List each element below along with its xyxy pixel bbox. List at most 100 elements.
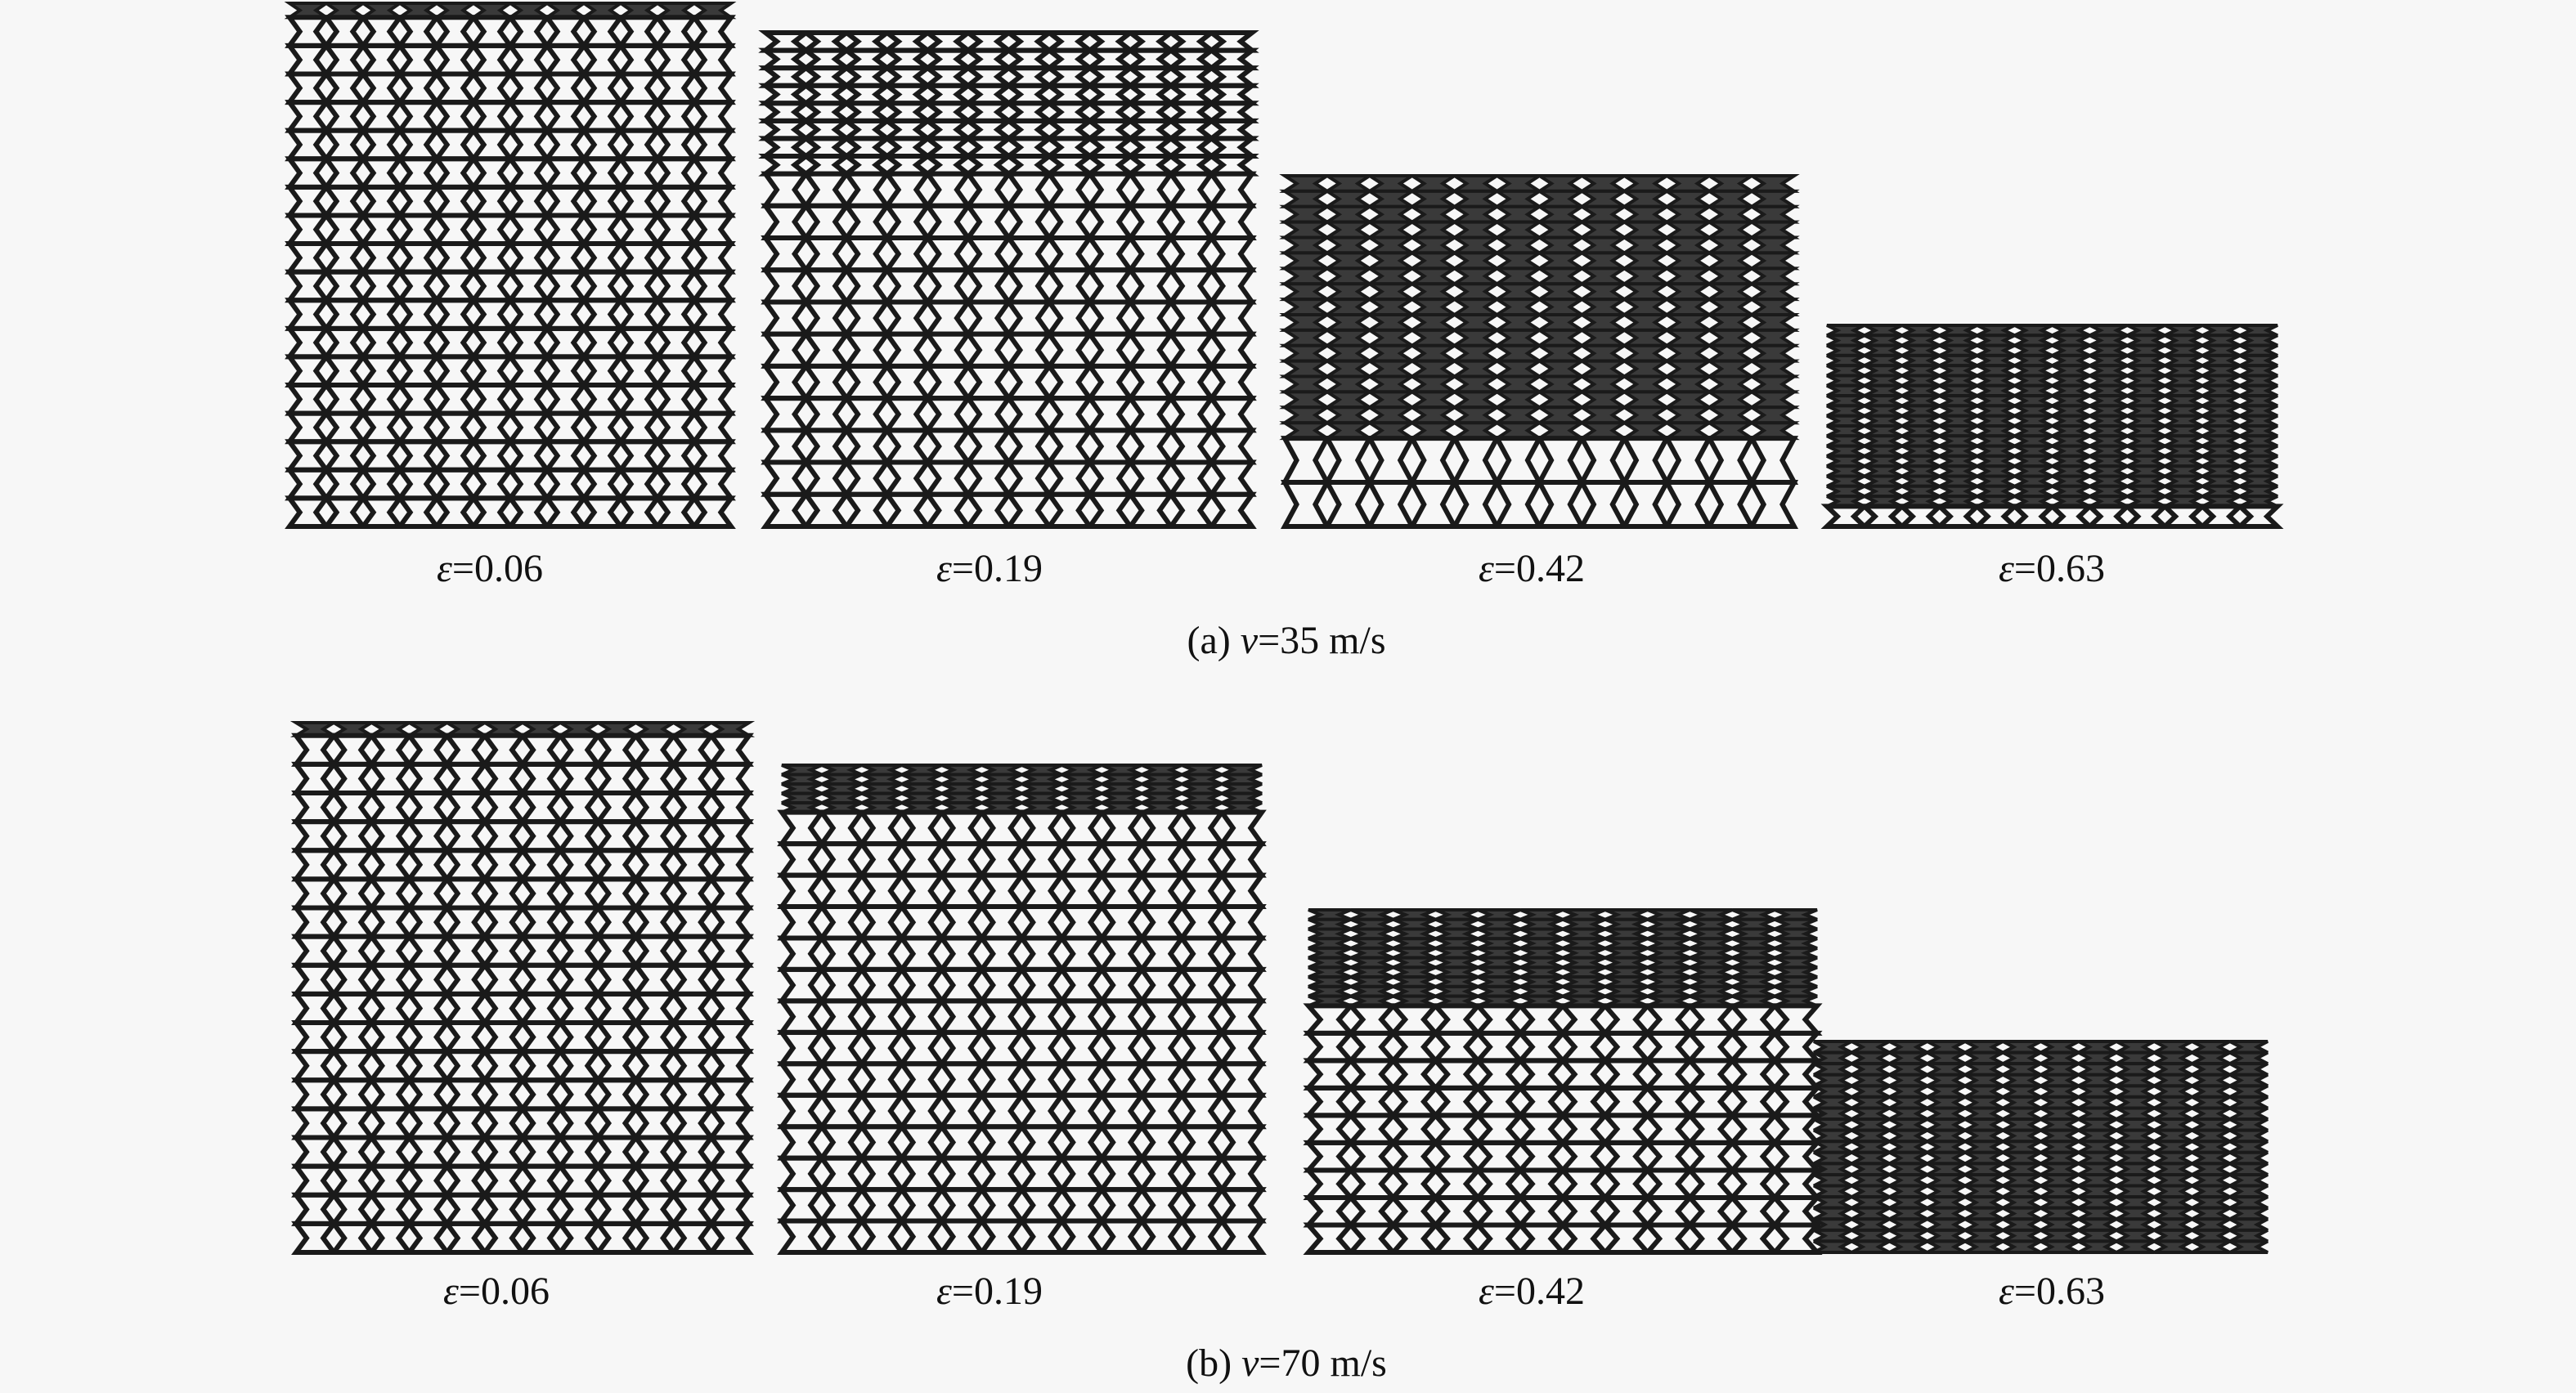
lattice-cell — [505, 410, 552, 445]
lattice-cell — [321, 156, 368, 190]
lattice-cell — [1303, 1058, 1357, 1091]
lattice-cell — [1206, 459, 1257, 497]
lattice-cell — [1042, 30, 1097, 53]
lattice-cell — [1964, 1239, 2004, 1254]
lattice-cell — [593, 991, 641, 1026]
lattice-cell — [432, 241, 478, 275]
lattice-cell — [366, 1049, 415, 1083]
lattice-cell — [2002, 1195, 2042, 1210]
strain-label: ε=0.42 — [1479, 547, 1585, 590]
lattice-cell — [689, 439, 736, 473]
lattice-cell — [2153, 1217, 2193, 1232]
lattice-cell — [1769, 1058, 1823, 1091]
lattice-cell — [1448, 405, 1503, 425]
lattice-cell — [2116, 1128, 2156, 1144]
lattice-cell — [1448, 189, 1503, 208]
lattice-cell — [653, 128, 699, 162]
lattice-cell — [1964, 1073, 2004, 1088]
lattice-cell — [1618, 298, 1673, 316]
lattice-cell — [777, 998, 827, 1035]
lattice-cell — [1082, 83, 1138, 106]
lattice-cell — [442, 1077, 490, 1112]
lattice-cell — [1703, 189, 1757, 208]
lattice-cell — [1557, 1140, 1611, 1173]
lattice-cell — [777, 841, 827, 878]
lattice-cell — [1746, 204, 1800, 224]
lattice-cell — [1016, 904, 1067, 941]
lattice-cell — [1125, 267, 1176, 305]
lattice-cell — [1888, 1228, 1928, 1243]
lattice-cell — [1618, 312, 1673, 332]
lattice-cell — [358, 100, 405, 133]
lattice-cell — [2002, 1162, 2042, 1176]
lattice-cell — [2077, 1106, 2117, 1122]
lattice-cell — [1322, 374, 1376, 394]
lattice-cell — [1137, 1218, 1187, 1255]
lattice-cell — [631, 991, 679, 1026]
lattice-cell — [1429, 1140, 1483, 1173]
lattice-cell — [1600, 1058, 1654, 1091]
lattice-cell — [518, 934, 566, 968]
lattice-cell — [2083, 504, 2134, 529]
lattice-cell — [321, 15, 368, 48]
lattice-cell — [329, 1221, 377, 1255]
lattice-cell — [469, 298, 515, 331]
lattice-cell — [1217, 1218, 1267, 1255]
lattice-cell — [1003, 235, 1054, 273]
lattice-cell — [1429, 1194, 1483, 1228]
lattice-cell — [579, 325, 626, 360]
lattice-cell — [593, 791, 641, 825]
lattice-cell — [2002, 1172, 2042, 1188]
lattice-cell — [961, 101, 1016, 123]
lattice-cell — [2228, 1217, 2269, 1232]
lattice-cell — [555, 905, 604, 939]
lattice-cell — [1123, 118, 1178, 141]
lattice-cell — [2046, 504, 2096, 529]
lattice-cell — [1206, 396, 1257, 433]
lattice-cell — [616, 298, 662, 331]
lattice-cell — [1204, 118, 1259, 141]
lattice-cell — [366, 819, 415, 853]
lattice-cell — [616, 43, 662, 77]
lattice-cell — [2077, 1206, 2117, 1221]
lattice-cell — [1964, 1150, 2004, 1166]
lattice-cell — [2077, 1150, 2117, 1166]
lattice-cell — [1001, 83, 1057, 106]
lattice-cell — [1084, 235, 1136, 273]
lattice-cell — [442, 991, 490, 1026]
lattice-cell — [285, 71, 331, 105]
lattice-cell — [1206, 203, 1257, 241]
lattice-cell — [1576, 405, 1631, 425]
lattice-cell — [1533, 405, 1588, 425]
lattice-cell — [668, 761, 716, 796]
lattice-cell — [1125, 299, 1176, 337]
lattice-cell — [505, 325, 552, 360]
lattice-cell — [841, 267, 892, 305]
lattice-cell — [579, 495, 626, 529]
lattice-cell — [1769, 1030, 1823, 1064]
lattice-cell — [593, 819, 641, 853]
lattice-cell — [1515, 1058, 1568, 1091]
lattice-cell — [1001, 101, 1057, 123]
lattice-cell — [1746, 298, 1800, 316]
lattice-cell — [2153, 1050, 2193, 1066]
lattice-cell — [976, 1061, 1027, 1098]
lattice-cell — [1576, 204, 1631, 224]
lattice-cell — [2077, 1217, 2117, 1232]
lattice-cell — [2153, 1150, 2193, 1166]
lattice-cell — [2153, 1128, 2193, 1144]
lattice-cell — [442, 1106, 490, 1140]
lattice-cell — [1429, 1113, 1483, 1145]
lattice-cell — [542, 128, 589, 162]
lattice-cell — [1576, 359, 1631, 378]
lattice-cell — [616, 467, 662, 501]
lattice-cell — [1533, 282, 1588, 302]
lattice-cell — [395, 128, 442, 162]
lattice-cell — [653, 298, 699, 331]
lattice-cell — [442, 819, 490, 853]
lattice-cell — [321, 128, 368, 162]
lattice-cell — [706, 876, 754, 911]
lattice-cell — [1044, 203, 1095, 241]
lattice-cell — [668, 962, 716, 997]
lattice-cell — [469, 128, 515, 162]
